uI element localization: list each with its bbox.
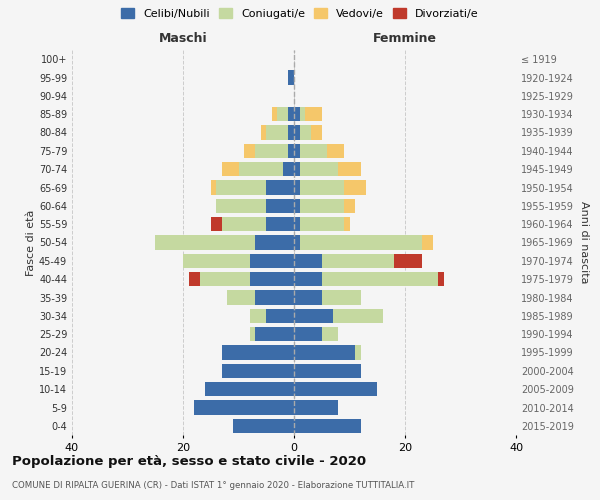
Y-axis label: Anni di nascita: Anni di nascita [579, 201, 589, 284]
Bar [294, 107, 299, 122]
Bar [217, 198, 266, 213]
Bar [294, 126, 299, 140]
Bar [294, 236, 299, 250]
Bar [250, 327, 255, 342]
Bar [211, 217, 222, 232]
Bar [255, 144, 289, 158]
Bar [222, 217, 266, 232]
Bar [299, 236, 422, 250]
Bar [155, 236, 255, 250]
Bar [344, 180, 366, 194]
Bar [344, 217, 349, 232]
Bar [277, 107, 289, 122]
Bar [294, 382, 377, 396]
Bar [305, 107, 322, 122]
Bar [311, 126, 322, 140]
Bar [299, 126, 311, 140]
Text: Femmine: Femmine [373, 32, 437, 44]
Bar [260, 126, 266, 140]
Bar [194, 400, 294, 414]
Bar [355, 346, 361, 360]
Bar [266, 308, 294, 323]
Bar [222, 364, 294, 378]
Bar [266, 126, 289, 140]
Bar [294, 346, 355, 360]
Bar [394, 254, 422, 268]
Bar [183, 254, 250, 268]
Bar [222, 346, 294, 360]
Text: COMUNE DI RIPALTA GUERINA (CR) - Dati ISTAT 1° gennaio 2020 - Elaborazione TUTTI: COMUNE DI RIPALTA GUERINA (CR) - Dati IS… [12, 481, 415, 490]
Bar [227, 290, 255, 304]
Bar [211, 180, 216, 194]
Bar [299, 144, 328, 158]
Bar [294, 162, 299, 176]
Bar [294, 144, 299, 158]
Bar [322, 272, 438, 286]
Bar [244, 144, 255, 158]
Bar [205, 382, 294, 396]
Bar [266, 198, 294, 213]
Bar [299, 180, 344, 194]
Bar [438, 272, 444, 286]
Bar [250, 254, 294, 268]
Bar [294, 327, 322, 342]
Bar [333, 308, 383, 323]
Bar [294, 364, 361, 378]
Bar [338, 162, 361, 176]
Bar [294, 272, 322, 286]
Bar [294, 308, 333, 323]
Bar [289, 70, 294, 85]
Bar [294, 254, 322, 268]
Bar [250, 272, 294, 286]
Text: Popolazione per età, sesso e stato civile - 2020: Popolazione per età, sesso e stato civil… [12, 455, 366, 468]
Bar [289, 107, 294, 122]
Bar [188, 272, 200, 286]
Legend: Celibi/Nubili, Coniugati/e, Vedovi/e, Divorziati/e: Celibi/Nubili, Coniugati/e, Vedovi/e, Di… [119, 6, 481, 21]
Bar [255, 236, 294, 250]
Bar [322, 290, 361, 304]
Bar [233, 418, 294, 433]
Bar [272, 107, 277, 122]
Bar [299, 198, 344, 213]
Bar [294, 400, 338, 414]
Bar [299, 217, 344, 232]
Bar [250, 308, 266, 323]
Bar [294, 217, 299, 232]
Bar [344, 198, 355, 213]
Bar [222, 162, 239, 176]
Bar [255, 327, 294, 342]
Bar [299, 162, 338, 176]
Bar [283, 162, 294, 176]
Bar [266, 180, 294, 194]
Bar [294, 418, 361, 433]
Y-axis label: Fasce di età: Fasce di età [26, 210, 36, 276]
Bar [200, 272, 250, 286]
Bar [322, 327, 338, 342]
Text: Maschi: Maschi [158, 32, 208, 44]
Bar [328, 144, 344, 158]
Bar [289, 144, 294, 158]
Bar [217, 180, 266, 194]
Bar [294, 180, 299, 194]
Bar [294, 290, 322, 304]
Bar [422, 236, 433, 250]
Bar [289, 126, 294, 140]
Bar [299, 107, 305, 122]
Bar [238, 162, 283, 176]
Bar [255, 290, 294, 304]
Bar [266, 217, 294, 232]
Bar [322, 254, 394, 268]
Bar [294, 198, 299, 213]
